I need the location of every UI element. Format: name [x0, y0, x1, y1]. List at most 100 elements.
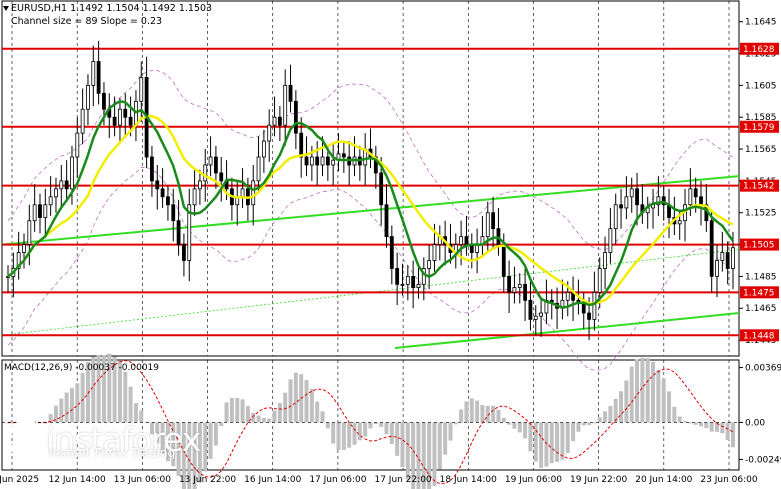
candle-body	[91, 61, 96, 86]
macd-bar	[389, 422, 394, 444]
level-badge-label: 1.1448	[743, 331, 775, 341]
candle-body	[304, 156, 309, 166]
candle-body	[709, 220, 714, 277]
dropdown-icon[interactable]	[3, 6, 9, 11]
candle-body	[187, 204, 192, 261]
candle-body	[203, 164, 208, 182]
level-badge-label: 1.1475	[743, 288, 775, 298]
candle-body	[198, 180, 202, 190]
macd-bar	[459, 409, 464, 423]
candle-body	[176, 220, 181, 245]
macd-bar	[501, 417, 506, 423]
macd-bar	[107, 353, 112, 423]
candle-body	[699, 196, 703, 206]
macd-bar	[427, 422, 432, 489]
y-tick-label: 1.1485	[745, 272, 777, 282]
candle-body	[192, 188, 197, 206]
macd-bar	[197, 422, 202, 483]
macd-label: MACD(12,26,9) -0.00037 -0.00019	[4, 363, 160, 373]
level-badge	[740, 179, 779, 192]
candle-body	[75, 132, 80, 158]
macd-bar	[272, 410, 277, 423]
candle-body	[341, 153, 346, 158]
macd-bar	[373, 422, 378, 425]
candle-body	[150, 156, 154, 182]
macd-bar	[512, 422, 517, 429]
macd-bar	[341, 422, 346, 450]
candle-body	[624, 196, 629, 209]
candle-body	[592, 291, 597, 320]
moving-averages	[7, 99, 735, 309]
macd-bar	[464, 401, 469, 423]
macd-bar	[619, 391, 624, 423]
x-tick-label: 23 Jun 06:00	[700, 475, 757, 485]
candle-body	[635, 188, 639, 206]
x-tick-label: 16 Jun 14:00	[244, 475, 301, 485]
yellow-ma-line	[7, 114, 734, 305]
candle-body	[86, 84, 90, 110]
candle-body	[539, 312, 543, 317]
candle-body	[288, 84, 293, 102]
macd-bar	[352, 422, 357, 445]
candle-body	[720, 252, 725, 261]
candle-body	[155, 180, 160, 190]
x-tick-label: 17 Jun 06:00	[309, 475, 366, 485]
macd-bar	[555, 422, 560, 462]
macd-histogram	[6, 353, 735, 489]
candle-body	[128, 116, 133, 126]
candle-body	[501, 244, 506, 277]
candle-body	[48, 196, 53, 206]
macd-bar	[523, 422, 528, 439]
macd-bar	[37, 422, 42, 424]
main-panel	[1, 0, 740, 357]
x-tick-label: 12 Jun 14:00	[49, 475, 106, 485]
candle-body	[59, 180, 64, 190]
candle-body	[416, 283, 421, 288]
macd-bar	[432, 422, 437, 486]
macd-bar	[400, 422, 405, 468]
macd-bar	[677, 416, 682, 423]
candle-body	[400, 283, 405, 286]
candle-body	[523, 283, 527, 301]
macd-bar	[661, 378, 666, 423]
macd-bar	[645, 358, 650, 423]
macd-bar	[507, 422, 512, 425]
y-tick-label: 1.1565	[745, 145, 777, 155]
macd-bar	[629, 366, 634, 423]
candle-body	[661, 196, 666, 206]
candle-body	[299, 132, 304, 158]
candle-body	[613, 204, 618, 230]
macd-bar	[155, 422, 160, 444]
candle-body	[320, 156, 325, 166]
candle-body	[421, 268, 426, 285]
candle-body	[309, 156, 314, 166]
candle-body	[240, 188, 245, 198]
macd-bar	[485, 405, 490, 423]
macd-bar	[491, 405, 496, 423]
candle-body	[533, 315, 538, 320]
candle-body	[43, 204, 48, 218]
macd-bar	[517, 422, 522, 433]
price-channel	[1, 175, 740, 350]
macd-bar	[149, 422, 154, 435]
candle-body	[688, 188, 693, 206]
macd-tick-label: -0.00249	[745, 455, 781, 465]
macd-bar	[357, 422, 362, 441]
candle-body	[677, 220, 682, 225]
macd-bar	[635, 359, 640, 423]
x-tick-label: 19 Jun 06:00	[505, 475, 562, 485]
macd-bar	[288, 379, 293, 423]
candle-body	[139, 77, 144, 102]
macd-bar	[171, 422, 176, 467]
candle-body	[22, 244, 26, 253]
macd-tick-label: 0.00369	[745, 364, 781, 374]
macd-bar	[176, 422, 181, 476]
macd-bar	[219, 422, 224, 427]
green-ma-line	[7, 99, 735, 309]
macd-bar	[235, 397, 240, 423]
candle-body	[715, 260, 719, 277]
logo-tagline: Instant Forex Trading	[49, 446, 176, 460]
macd-bar	[331, 422, 336, 444]
macd-bar	[240, 399, 245, 423]
